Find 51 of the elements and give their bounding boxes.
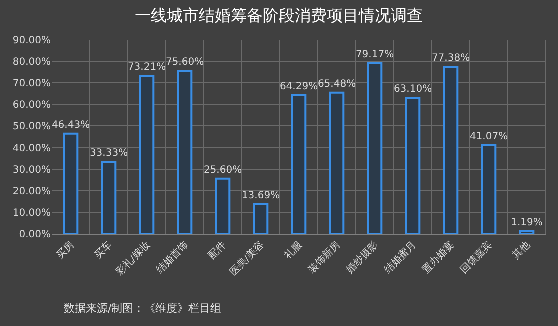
data-label: 1.19%: [511, 217, 543, 228]
x-tick-label: 结婚蜜月: [382, 239, 419, 276]
data-label: 63.10%: [394, 84, 432, 95]
y-tick-label: 10.00%: [12, 208, 51, 219]
bar: [291, 94, 307, 234]
x-tick-label: 买房: [54, 239, 77, 262]
x-tick-label: 装饰新房: [306, 239, 343, 276]
bar: [329, 92, 345, 234]
bar: [139, 75, 155, 234]
bar: [177, 70, 193, 234]
bar: [253, 203, 269, 234]
x-tick-label: 回馈嘉宾: [458, 239, 495, 276]
data-label: 25.60%: [204, 164, 242, 176]
bar: [63, 132, 79, 234]
bar: [405, 96, 421, 234]
x-tick-label: 结婚首饰: [154, 239, 191, 276]
data-label: 46.43%: [52, 120, 90, 131]
y-tick-label: 70.00%: [12, 78, 51, 90]
y-tick-label: 80.00%: [12, 57, 51, 68]
data-label: 75.60%: [166, 57, 204, 68]
x-tick-label: 其他: [510, 239, 533, 262]
bar: [519, 230, 535, 234]
y-tick-label: 30.00%: [12, 164, 51, 176]
y-tick-label: 20.00%: [12, 186, 51, 198]
bar: [443, 66, 459, 234]
data-label: 77.38%: [432, 53, 470, 64]
x-tick-label: 彩礼/嫁妆: [114, 239, 153, 278]
data-label: 79.17%: [356, 49, 394, 60]
bar: [215, 178, 231, 234]
source-note: 数据来源/制图：《维度》栏目组: [64, 302, 222, 315]
data-label: 65.48%: [318, 78, 356, 90]
data-label: 73.21%: [128, 62, 166, 74]
data-label: 64.29%: [280, 81, 318, 92]
x-tick-label: 置办婚宴: [420, 239, 457, 276]
x-tick-label: 礼服: [282, 239, 305, 262]
bar: [101, 161, 117, 234]
y-tick-label: 90.00%: [12, 36, 51, 46]
x-tick-label: 买车: [92, 239, 115, 262]
bar: [367, 62, 383, 234]
y-tick-label: 40.00%: [12, 143, 51, 154]
x-tick-label: 婚纱摄影: [344, 239, 381, 276]
x-tick-label: 配件: [206, 240, 229, 262]
y-tick-label: 0.00%: [19, 230, 51, 240]
chart-title: 一线城市结婚筹备阶段消费项目情况调查: [135, 6, 423, 25]
y-tick-label: 50.00%: [12, 122, 51, 133]
data-label: 41.07%: [470, 131, 508, 142]
data-label: 33.33%: [90, 148, 128, 160]
x-tick-label: 医美/美容: [228, 239, 267, 278]
bar: [481, 144, 497, 234]
y-tick-label: 60.00%: [12, 100, 51, 112]
data-label: 13.69%: [242, 190, 280, 202]
